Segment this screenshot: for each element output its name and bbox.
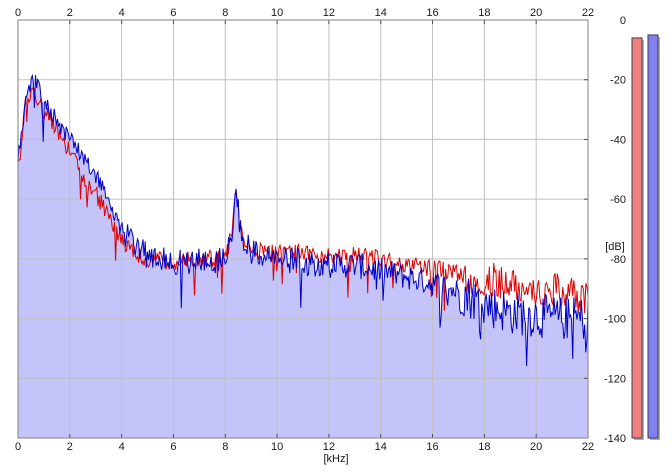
- level-meter-1: [631, 37, 643, 439]
- x-tick-label-bottom: 22: [582, 441, 594, 453]
- y-axis-label: [dB]: [605, 241, 625, 253]
- x-tick-label-top: 16: [426, 7, 438, 19]
- x-tick-label-bottom: 12: [323, 441, 335, 453]
- y-tick-label: -120: [604, 373, 626, 385]
- plot-frame: [17, 19, 589, 439]
- x-tick-label-bottom: 18: [478, 441, 490, 453]
- y-tick-label: -140: [604, 433, 626, 445]
- x-tick-label-top: 12: [323, 7, 335, 19]
- x-tick-label-bottom: 10: [271, 441, 283, 453]
- x-tick-label-bottom: 20: [530, 441, 542, 453]
- x-tick-label-top: 14: [375, 7, 387, 19]
- spectrum-area: [18, 75, 588, 438]
- x-tick-label-top: 18: [478, 7, 490, 19]
- series-lines: [17, 73, 589, 367]
- spectrum-fill: [18, 75, 588, 438]
- series-line-2: [17, 73, 589, 367]
- x-tick-label-bottom: 8: [222, 441, 228, 453]
- level-meters: [631, 34, 660, 441]
- grid: [17, 19, 589, 439]
- x-tick-label-bottom: 6: [170, 441, 176, 453]
- x-tick-label-bottom: 2: [67, 441, 73, 453]
- x-tick-label-top: 20: [530, 7, 542, 19]
- x-tick-label-top: 6: [170, 7, 176, 19]
- y-tick-label: -60: [610, 194, 626, 206]
- x-tick-label-bottom: 4: [119, 441, 125, 453]
- x-axis-label: [kHz]: [323, 453, 348, 465]
- x-tick-label-top: 10: [271, 7, 283, 19]
- x-tick-label-top: 22: [582, 7, 594, 19]
- tick-labels: 002244668810101212141416161818202022220-…: [15, 7, 626, 453]
- y-tick-label: -40: [610, 134, 626, 146]
- x-tick-label-top: 0: [15, 7, 21, 19]
- y-tick-label: -20: [610, 75, 626, 87]
- y-tick-label: -100: [604, 314, 626, 326]
- x-tick-label-bottom: 16: [426, 441, 438, 453]
- series-line-1: [17, 86, 589, 314]
- y-tick-label: -80: [610, 254, 626, 266]
- x-tick-label-top: 2: [67, 7, 73, 19]
- y-tick-label: 0: [620, 15, 626, 27]
- level-meter-2: [647, 34, 659, 439]
- x-tick-label-bottom: 14: [375, 441, 387, 453]
- x-tick-label-bottom: 0: [15, 441, 21, 453]
- x-tick-label-top: 8: [222, 7, 228, 19]
- x-tick-label-top: 4: [119, 7, 125, 19]
